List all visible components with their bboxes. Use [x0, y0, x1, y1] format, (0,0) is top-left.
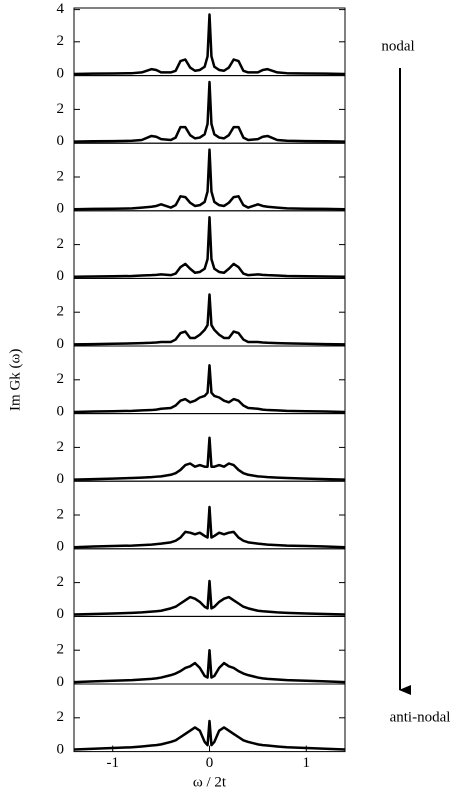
y-tick-label: 2 — [57, 574, 65, 590]
y-tick-label: 0 — [57, 268, 65, 284]
y-tick-label: 2 — [57, 439, 65, 455]
y-tick-label: 0 — [57, 336, 65, 352]
y-tick-label: 0 — [57, 539, 65, 555]
spectral-line — [73, 148, 346, 211]
y-tick-label: 0 — [57, 403, 65, 419]
y-tick-label: 2 — [57, 709, 65, 725]
spectral-line — [73, 648, 346, 684]
spectral-line — [73, 505, 346, 549]
spectral-line — [73, 364, 346, 414]
y-axis-label: Im Gk (ω) — [7, 349, 23, 411]
spectral-line — [73, 293, 346, 346]
y-tick-label: 2 — [57, 371, 65, 387]
y-tick-label: 0 — [57, 133, 65, 149]
annotation: anti-nodal — [390, 709, 451, 725]
x-tick-label: -1 — [106, 755, 119, 771]
y-tick-label: 2 — [57, 33, 65, 49]
y-tick-label: 2 — [57, 506, 65, 522]
spectral-line — [73, 719, 346, 751]
y-tick-label: 2 — [57, 101, 65, 117]
spectral-line — [73, 215, 346, 279]
y-tick-label: 2 — [57, 304, 65, 320]
y-tick-label: 0 — [57, 65, 65, 81]
spectral-line — [73, 579, 346, 616]
y-tick-label: 0 — [57, 201, 65, 217]
y-tick-label: 0 — [57, 606, 65, 622]
y-tick-label: 2 — [57, 168, 65, 184]
spectral-line — [73, 80, 346, 143]
spectral-line — [73, 436, 346, 481]
panel-frame — [73, 683, 346, 753]
y-tick-label: 2 — [57, 642, 65, 658]
y-tick-label: 0 — [57, 741, 65, 757]
x-tick-label: 0 — [206, 755, 214, 771]
y-tick-label: 0 — [57, 471, 65, 487]
y-tick-label: 0 — [57, 674, 65, 690]
x-tick-label: 1 — [303, 755, 311, 771]
spectral-line — [73, 13, 346, 76]
annotation: nodal — [381, 38, 414, 54]
y-tick-label: 4 — [57, 1, 65, 17]
x-axis-label: ω / 2t — [193, 774, 227, 790]
y-tick-label: 2 — [57, 236, 65, 252]
